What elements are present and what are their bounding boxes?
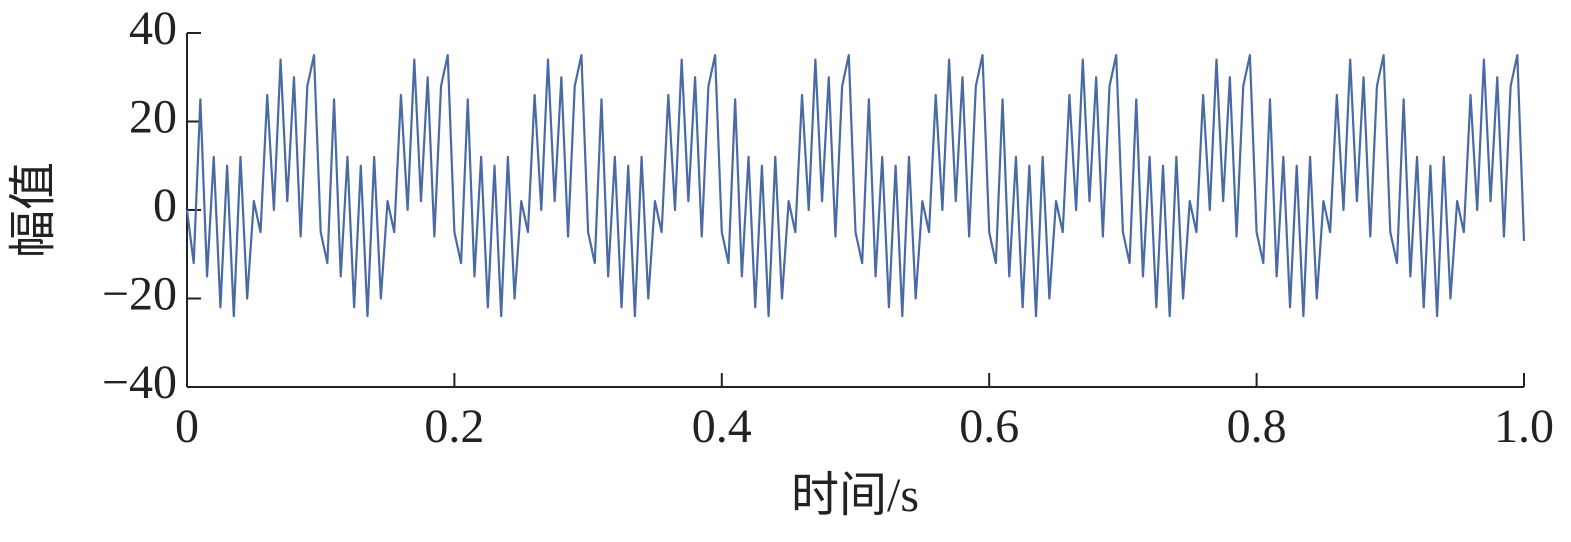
y-tick-label: 40 [129,2,177,55]
x-tick-label: 0.4 [692,400,752,453]
x-axis-label: 时间/s [791,469,919,522]
x-tick-label: 0 [175,400,199,453]
x-tick-label: 0.6 [959,400,1019,453]
y-tick-label: 0 [153,179,177,232]
y-tick-label: −40 [102,356,177,409]
line-series [185,54,1526,318]
y-tick-label: 20 [129,91,177,144]
y-tick-label: −20 [102,268,177,321]
x-tick-label: 0.8 [1227,400,1287,453]
x-tick-label: 1.0 [1494,400,1554,453]
y-axis-label: 幅值 [7,162,60,258]
x-tick-label: 0.2 [424,400,484,453]
